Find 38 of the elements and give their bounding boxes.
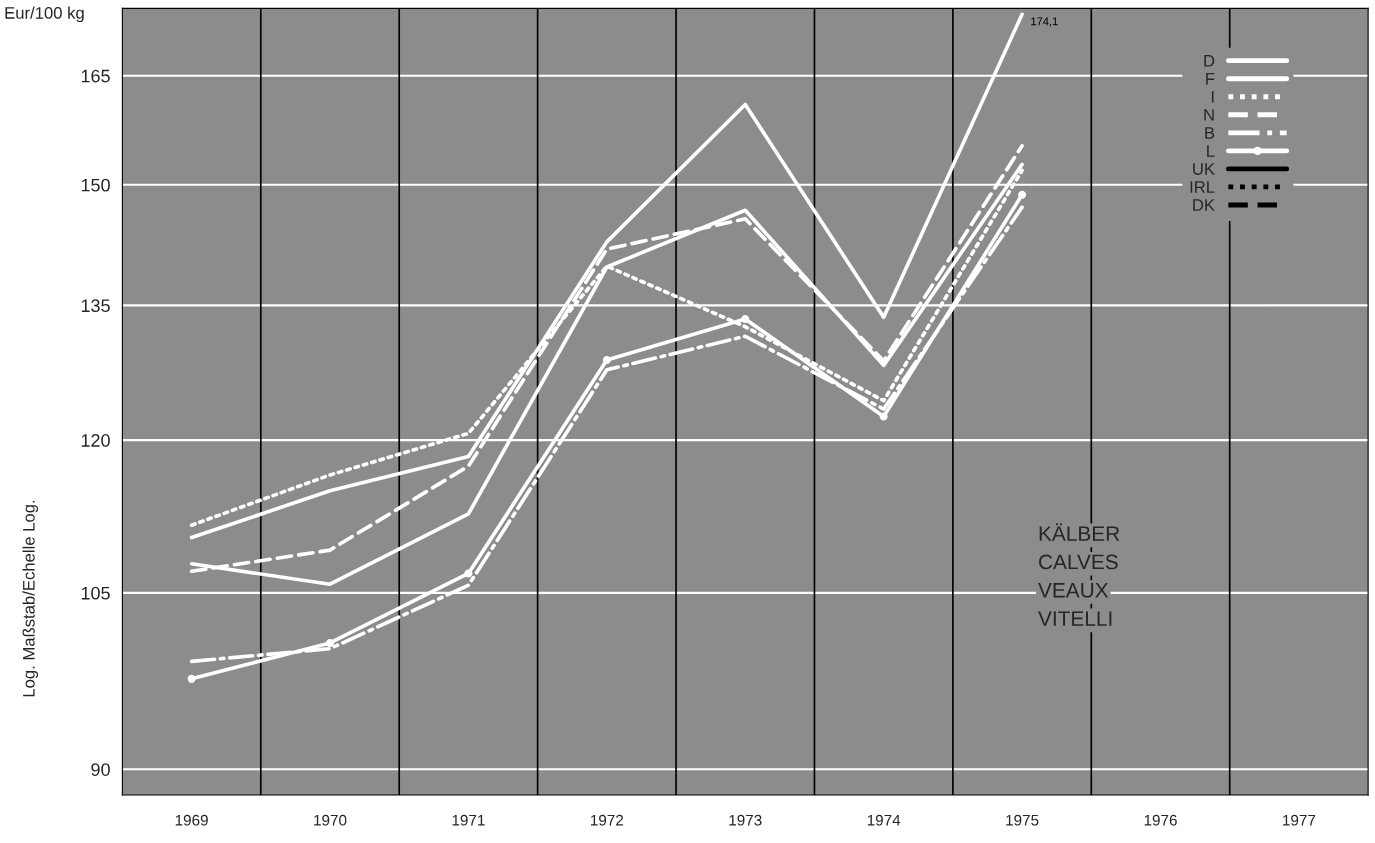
y-axis-title: Eur/100 kg <box>5 6 84 23</box>
annotation: KÄLBER <box>1039 523 1120 541</box>
x-tick-label: 1976 <box>1144 814 1177 826</box>
y-tick-label: 150 <box>81 178 110 192</box>
legend-label: D <box>1204 55 1215 67</box>
legend-label: L <box>1207 145 1215 157</box>
legend-label: N <box>1204 109 1214 121</box>
point <box>326 639 334 647</box>
legend-label: F <box>1206 73 1215 85</box>
x-tick-label: 1972 <box>591 814 624 826</box>
x-tick-label: 1974 <box>867 814 901 826</box>
annotation: CALVES <box>1039 554 1118 570</box>
point <box>602 356 611 365</box>
x-tick-label: 1970 <box>314 814 347 826</box>
y-tick-label: 90 <box>91 763 110 776</box>
y-tick-label: 135 <box>81 299 110 313</box>
text: Log. Maßstab/Echelle Log. <box>22 500 39 697</box>
y-tick-label: 165 <box>81 69 110 83</box>
annotation: VEAUX <box>1038 583 1109 598</box>
legend-label: I <box>1211 91 1214 103</box>
x-tick-label: 1975 <box>1006 814 1039 826</box>
point <box>879 412 888 421</box>
legend-label: DK <box>1193 199 1215 211</box>
legend-label: IRL <box>1190 181 1215 193</box>
point <box>1018 190 1027 199</box>
x-tick-label: 1971 <box>452 814 485 826</box>
annotation: 174,1 <box>1031 17 1058 27</box>
point <box>741 314 750 323</box>
y-tick-label: 120 <box>81 434 110 447</box>
point <box>187 674 196 683</box>
x-tick-label: 1977 <box>1283 814 1316 826</box>
y-tick-label: 105 <box>81 586 110 600</box>
x-tick-label: 1973 <box>729 814 762 826</box>
legend-label: UK <box>1193 163 1215 175</box>
point <box>464 569 473 578</box>
x-tick-label: 1969 <box>175 814 208 826</box>
annotation: VITELLI <box>1038 611 1112 626</box>
legend-label: B <box>1205 127 1215 139</box>
